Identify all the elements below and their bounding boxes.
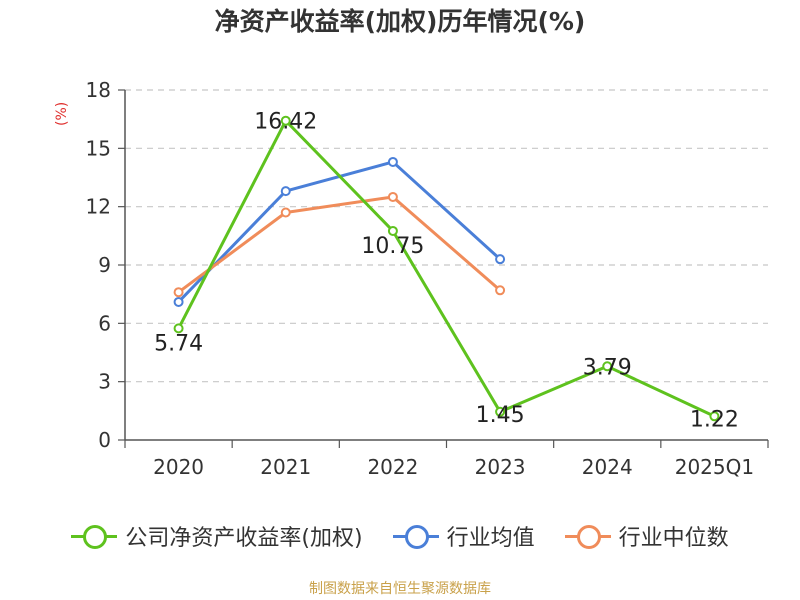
data-point bbox=[173, 296, 184, 307]
data-point bbox=[280, 207, 291, 218]
x-tick-label: 2022 bbox=[367, 455, 418, 479]
data-point bbox=[709, 411, 720, 422]
data-point bbox=[387, 191, 398, 202]
series-line bbox=[177, 195, 502, 294]
x-tick-label: 2023 bbox=[475, 455, 526, 479]
data-label: 1.45 bbox=[476, 403, 525, 428]
legend-swatch-company bbox=[71, 524, 118, 549]
y-tick-label: 18 bbox=[86, 78, 111, 102]
data-source-note: 制图数据来自恒生聚源数据库 bbox=[309, 581, 491, 597]
data-point bbox=[495, 285, 506, 296]
data-label: 5.74 bbox=[154, 331, 203, 356]
y-tick-label: 15 bbox=[86, 136, 111, 160]
x-tick-label: 2024 bbox=[582, 455, 633, 479]
legend-label-industry-mean: 行业均值 bbox=[446, 526, 535, 551]
data-point bbox=[173, 323, 184, 334]
legend-swatch-industry-mean bbox=[392, 524, 439, 549]
legend-item-industry-mean[interactable]: 行业均值 bbox=[392, 520, 535, 552]
data-label: 3.79 bbox=[583, 355, 632, 380]
data-point bbox=[280, 115, 291, 126]
chart-title: 净资产收益率(加权)历年情况(%) bbox=[214, 7, 586, 36]
legend-label-industry-median: 行业中位数 bbox=[618, 526, 729, 551]
legend: 公司净资产收益率(加权) 行业均值 行业中位数 bbox=[0, 520, 800, 552]
series-line bbox=[177, 119, 716, 418]
data-point bbox=[602, 361, 613, 372]
x-tick-label: 2021 bbox=[260, 455, 311, 479]
y-tick-label: 6 bbox=[98, 311, 111, 335]
data-point bbox=[495, 254, 506, 265]
y-tick-label: 3 bbox=[98, 370, 111, 394]
legend-item-company[interactable]: 公司净资产收益率(加权) bbox=[71, 520, 363, 552]
data-point bbox=[173, 287, 184, 298]
x-tick-label: 2025Q1 bbox=[675, 455, 754, 479]
y-tick-label: 12 bbox=[86, 195, 111, 219]
legend-swatch-industry-median bbox=[564, 524, 611, 549]
data-label: 1.22 bbox=[690, 407, 739, 432]
data-label: 16.42 bbox=[254, 110, 317, 135]
data-point bbox=[495, 406, 506, 417]
legend-item-industry-median[interactable]: 行业中位数 bbox=[564, 520, 729, 552]
y-tick-label: 0 bbox=[98, 428, 111, 452]
x-tick-label: 2020 bbox=[153, 455, 204, 479]
data-point bbox=[387, 156, 398, 167]
legend-label-company: 公司净资产收益率(加权) bbox=[125, 526, 363, 551]
data-label: 10.75 bbox=[361, 234, 424, 259]
data-point bbox=[280, 186, 291, 197]
data-point bbox=[387, 225, 398, 236]
y-tick-label: 9 bbox=[98, 253, 111, 277]
